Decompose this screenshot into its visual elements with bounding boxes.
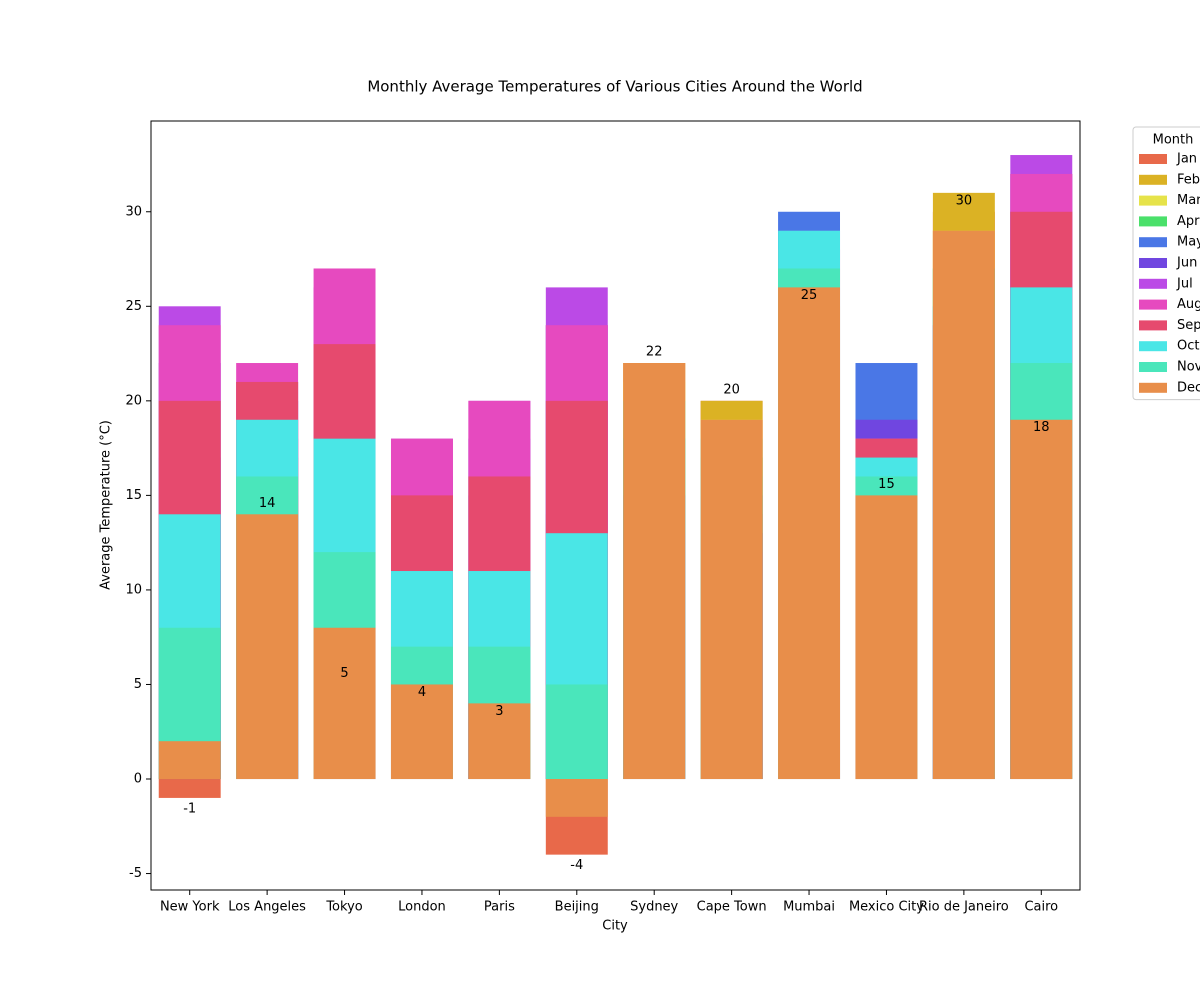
- legend-label: Sep: [1177, 318, 1200, 333]
- plot-frame: [150, 120, 1081, 891]
- value-label: -1: [183, 801, 196, 816]
- x-tick-label: Mumbai: [783, 900, 835, 915]
- bar: [158, 741, 221, 780]
- legend-swatch: [1139, 278, 1167, 289]
- legend-swatch: [1139, 382, 1167, 393]
- bar: [545, 779, 608, 817]
- x-tick-label: Mexico City: [849, 900, 924, 915]
- y-tick-label: -5: [129, 866, 142, 881]
- y-tick-label: 20: [125, 393, 142, 408]
- legend-swatch: [1139, 237, 1167, 248]
- value-label: 15: [878, 477, 895, 492]
- bar: [932, 230, 995, 780]
- y-tick-label: 10: [125, 582, 142, 597]
- y-tick-label: 15: [125, 488, 142, 503]
- value-label: -4: [570, 858, 583, 873]
- x-tick-label: Cape Town: [697, 900, 767, 915]
- legend-swatch: [1139, 258, 1167, 268]
- legend-swatch: [1139, 320, 1167, 331]
- x-tick-label: Cairo: [1024, 900, 1058, 915]
- legend-title: Month: [1153, 133, 1194, 148]
- legend-label: Dec: [1177, 380, 1200, 395]
- legend-label: Oct: [1177, 339, 1199, 354]
- legend-label: Aug: [1177, 297, 1200, 312]
- value-label: 20: [723, 382, 740, 397]
- bar: [158, 779, 221, 798]
- legend-swatch: [1139, 299, 1167, 310]
- x-axis-label: City: [602, 919, 628, 934]
- value-label: 3: [495, 704, 503, 719]
- bar: [236, 514, 299, 780]
- legend-swatch: [1139, 174, 1167, 185]
- bar: [623, 363, 686, 780]
- value-label: 4: [418, 685, 426, 700]
- value-label: 5: [340, 666, 348, 681]
- y-tick-label: 30: [125, 204, 142, 219]
- bar: [855, 495, 918, 780]
- legend-label: Feb: [1177, 172, 1200, 187]
- bar: [313, 627, 376, 780]
- legend-label: Apr: [1177, 214, 1200, 229]
- legend-swatch: [1139, 216, 1167, 227]
- value-label: 22: [646, 345, 663, 360]
- y-tick-label: 0: [134, 772, 142, 787]
- y-tick-label: 25: [125, 299, 142, 314]
- value-label: 14: [259, 496, 276, 511]
- chart-title: Monthly Average Temperatures of Various …: [367, 78, 862, 96]
- x-tick-label: London: [398, 900, 446, 915]
- value-label: 25: [801, 288, 818, 303]
- bar: [390, 684, 453, 780]
- value-label: 18: [1033, 420, 1050, 435]
- bar: [700, 419, 763, 780]
- y-tick-label: 5: [134, 677, 142, 692]
- legend-label: Jun: [1176, 256, 1197, 271]
- x-tick-label: New York: [160, 900, 220, 915]
- value-label: 30: [956, 193, 973, 208]
- x-tick-label: Rio de Janeiro: [919, 900, 1009, 915]
- x-tick-label: Sydney: [630, 900, 678, 915]
- legend-swatch: [1139, 195, 1167, 206]
- legend-swatch: [1139, 341, 1167, 352]
- legend-label: Nov: [1177, 360, 1200, 375]
- bar: [545, 684, 608, 780]
- legend-label: May: [1177, 235, 1200, 250]
- y-axis-label: Average Temperature (°C): [99, 420, 114, 590]
- legend-swatch: [1139, 362, 1167, 372]
- x-tick-label: Tokyo: [325, 900, 362, 915]
- legend-label: Mar: [1177, 193, 1200, 208]
- bar: [1010, 419, 1073, 780]
- x-tick-label: Paris: [484, 900, 515, 915]
- x-tick-label: Los Angeles: [228, 900, 306, 915]
- bar: [778, 287, 841, 780]
- legend-swatch: [1139, 154, 1167, 164]
- legend-label: Jan: [1176, 152, 1197, 167]
- legend-label: Jul: [1176, 276, 1193, 291]
- bar: [468, 703, 531, 780]
- x-tick-label: Beijing: [555, 900, 599, 915]
